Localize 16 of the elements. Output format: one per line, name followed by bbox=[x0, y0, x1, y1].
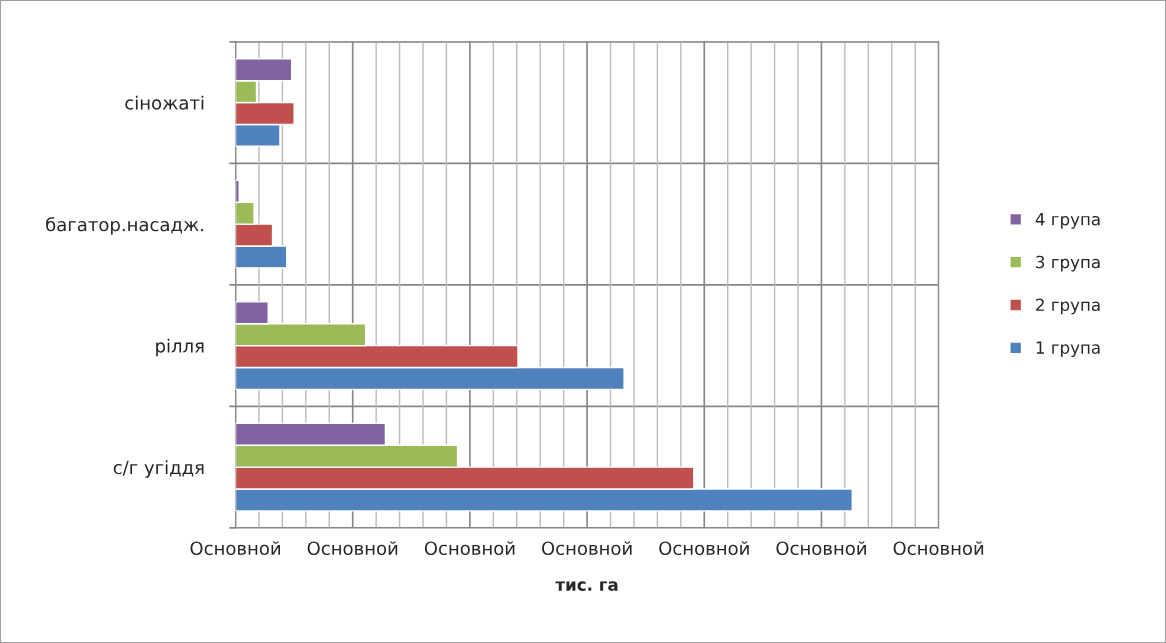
legend-label: 4 група bbox=[1035, 213, 1100, 229]
y-tick-label: сіножаті bbox=[125, 95, 204, 110]
y-tick-label: с/г угіддя bbox=[113, 460, 204, 478]
text: Основной bbox=[424, 541, 515, 556]
text: Основной bbox=[307, 541, 398, 556]
y-tick-label: рілля bbox=[156, 338, 204, 357]
text: Основной bbox=[893, 541, 984, 556]
legend-label: 2 група bbox=[1036, 298, 1100, 315]
legend-label: 3 група bbox=[1036, 255, 1100, 272]
text: Основной bbox=[190, 541, 280, 556]
text: Основной bbox=[776, 541, 866, 556]
y-tick-label: багатор.насадж. bbox=[46, 217, 204, 235]
legend-label: 1 група bbox=[1036, 341, 1100, 358]
text: Основной bbox=[659, 541, 749, 556]
text: Основной bbox=[541, 541, 632, 556]
x-axis-title: тис. га bbox=[555, 581, 618, 591]
